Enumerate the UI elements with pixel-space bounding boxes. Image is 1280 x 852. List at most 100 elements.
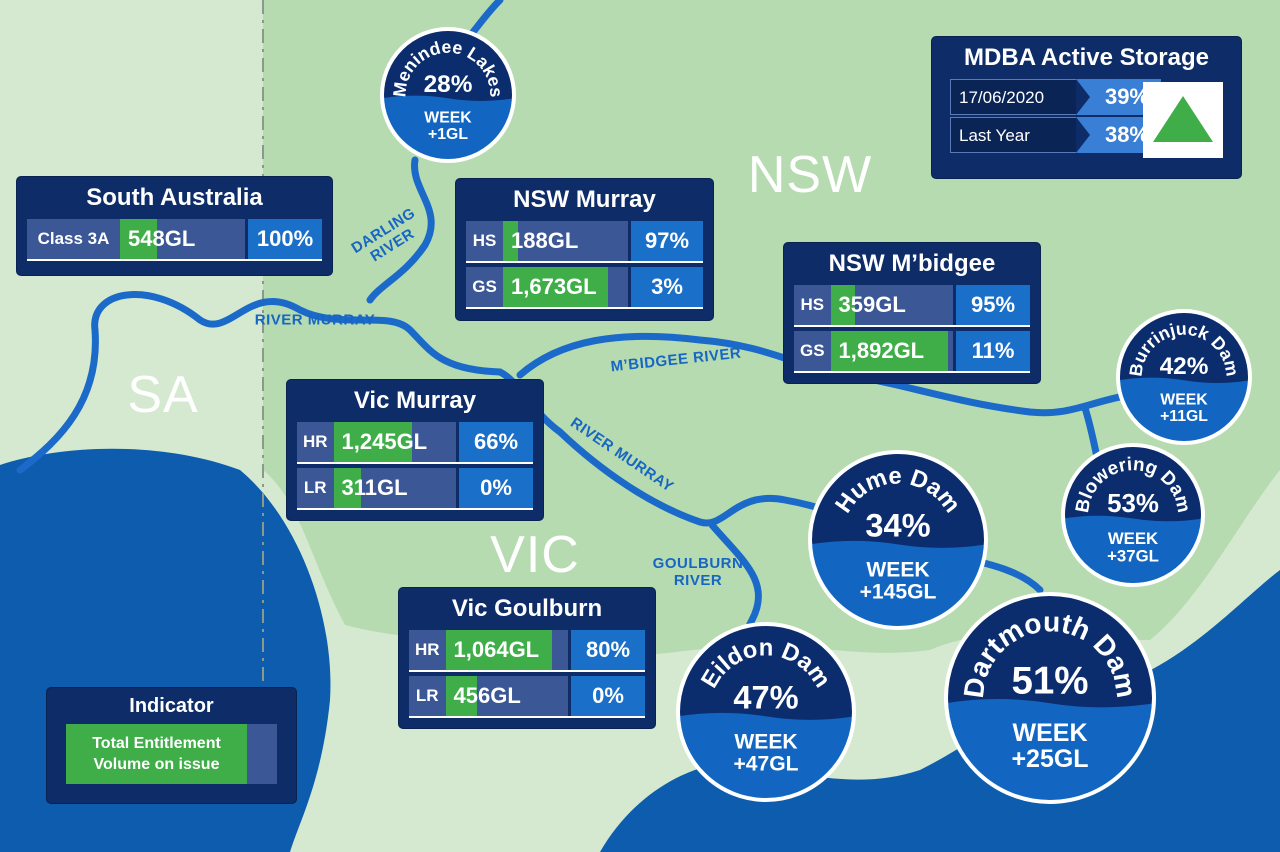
dam-percent: 53% bbox=[1107, 490, 1159, 518]
region-label: SA bbox=[127, 366, 199, 424]
dam-water bbox=[946, 699, 1154, 802]
volume-value: 1,064GL bbox=[453, 637, 540, 662]
river-label: RIVER MURRAY bbox=[255, 312, 375, 329]
allocation-row: HS 359GL 95% bbox=[794, 285, 1030, 327]
dam-week-label: WEEK bbox=[1160, 391, 1208, 408]
dam-outline bbox=[676, 622, 856, 802]
dam-water bbox=[1063, 515, 1203, 585]
storage-trend bbox=[1143, 82, 1223, 158]
panel-title: NSW Murray bbox=[513, 186, 656, 213]
dam-week-label: WEEK bbox=[1013, 719, 1088, 747]
volume-value: 456GL bbox=[453, 683, 521, 708]
region-label: VIC bbox=[490, 526, 580, 584]
volume-cell: 188GL bbox=[503, 221, 628, 261]
volume-value: 1,673GL bbox=[511, 274, 597, 299]
volume-bar bbox=[503, 267, 608, 307]
indicator-title: Indicator bbox=[129, 695, 214, 717]
dam-percent: 42% bbox=[1160, 353, 1209, 380]
dam-week-change: +145GL bbox=[860, 580, 937, 603]
dam-outline bbox=[1116, 309, 1252, 445]
volume-value: 548GL bbox=[128, 226, 196, 251]
allocation-row: HR 1,064GL 80% bbox=[409, 630, 645, 672]
indicator-label: Total Entitlement Volume on issue bbox=[66, 724, 247, 784]
allocation-panel: South Australia Class 3A 548GL 100% bbox=[17, 177, 332, 275]
percent-value: 0% bbox=[570, 676, 645, 716]
dam-week-change: +47GL bbox=[733, 752, 798, 775]
volume-cell: 548GL bbox=[120, 219, 245, 259]
allocation-row: LR 456GL 0% bbox=[409, 676, 645, 718]
allocation-panel: NSW Murray HS 188GL 97% GS 1,673GL 3% bbox=[456, 179, 713, 320]
allocation-panel: Vic Goulburn HR 1,064GL 80% LR 456GL 0% bbox=[399, 588, 655, 728]
allocation-row: HS 188GL 97% bbox=[466, 221, 703, 263]
trend-up-arrow bbox=[1153, 96, 1213, 142]
dam-week-change: +37GL bbox=[1107, 546, 1159, 565]
dam-water bbox=[810, 540, 986, 628]
volume-bar bbox=[120, 219, 157, 259]
percent-value: 0% bbox=[458, 468, 533, 508]
allocation-panel: Vic Murray HR 1,245GL 66% LR 311GL 0% bbox=[287, 380, 543, 520]
volume-bar bbox=[503, 221, 518, 261]
dam-outline bbox=[1061, 443, 1205, 587]
percent-value: 3% bbox=[631, 267, 703, 307]
storage-title: MDBA Active Storage bbox=[964, 44, 1209, 71]
class-label: GS bbox=[794, 331, 831, 371]
dam-week-change: +11GL bbox=[1160, 408, 1208, 425]
volume-bar bbox=[445, 676, 477, 716]
class-label: HS bbox=[466, 221, 503, 261]
storage-panel: MDBA Active Storage 17/06/2020 39% Last Ye… bbox=[932, 37, 1241, 178]
volume-bar bbox=[445, 630, 552, 670]
river-label-line: RIVER bbox=[673, 572, 723, 589]
class-label: LR bbox=[409, 676, 446, 716]
indicator-panel: Indicator Total Entitlement Volume on is… bbox=[47, 688, 296, 803]
volume-bar bbox=[830, 331, 948, 371]
dam-week-change: +1GL bbox=[428, 126, 468, 143]
dam-percent: 47% bbox=[733, 678, 798, 715]
volume-cell: 311GL bbox=[333, 468, 456, 508]
dam-week-label: WEEK bbox=[866, 558, 930, 581]
volume-cell: 359GL bbox=[830, 285, 953, 325]
volume-bar bbox=[333, 468, 361, 508]
allocation-row: GS 1,673GL 3% bbox=[466, 267, 703, 309]
allocation-row: HR 1,245GL 66% bbox=[297, 422, 533, 464]
volume-cell: 1,064GL bbox=[445, 630, 568, 670]
dam-percent: 28% bbox=[424, 71, 473, 98]
volume-cell: 1,673GL bbox=[503, 267, 628, 307]
percent-value: 95% bbox=[955, 285, 1030, 325]
dam-percent: 34% bbox=[865, 506, 930, 543]
panel-title: South Australia bbox=[86, 184, 263, 211]
class-label: GS bbox=[466, 267, 503, 307]
river-darling bbox=[366, 156, 435, 304]
dam-outline bbox=[808, 450, 988, 630]
panel-title: Vic Goulburn bbox=[451, 595, 603, 622]
indicator-swatch: Total Entitlement Volume on issue bbox=[66, 724, 277, 784]
allocation-row: GS 1,892GL 11% bbox=[794, 331, 1030, 373]
class-label: LR bbox=[297, 468, 334, 508]
allocation-row: Class 3A 548GL 100% bbox=[27, 219, 322, 261]
percent-value: 100% bbox=[248, 219, 322, 259]
class-label: HR bbox=[409, 630, 446, 670]
volume-value: 1,892GL bbox=[838, 338, 925, 363]
storage-date: 17/06/2020 bbox=[950, 79, 1076, 115]
volume-bar bbox=[830, 285, 855, 325]
class-label: HS bbox=[794, 285, 831, 325]
dam-water bbox=[678, 712, 854, 800]
dam-percent: 51% bbox=[1011, 660, 1088, 703]
class-label: Class 3A bbox=[27, 219, 120, 259]
dam-week-label: WEEK bbox=[424, 109, 472, 126]
percent-value: 97% bbox=[631, 221, 703, 261]
dam-water bbox=[382, 95, 514, 161]
panel-title: Vic Murray bbox=[353, 387, 477, 414]
dam-week-change: +25GL bbox=[1011, 745, 1088, 773]
dam-week-label: WEEK bbox=[1108, 529, 1158, 548]
dam-week-label: WEEK bbox=[734, 730, 798, 753]
dam-outline bbox=[380, 27, 516, 163]
volume-cell: 1,892GL bbox=[830, 331, 953, 371]
allocation-panel: NSW M’bidgee HS 359GL 95% GS 1,892GL 11% bbox=[784, 243, 1040, 383]
